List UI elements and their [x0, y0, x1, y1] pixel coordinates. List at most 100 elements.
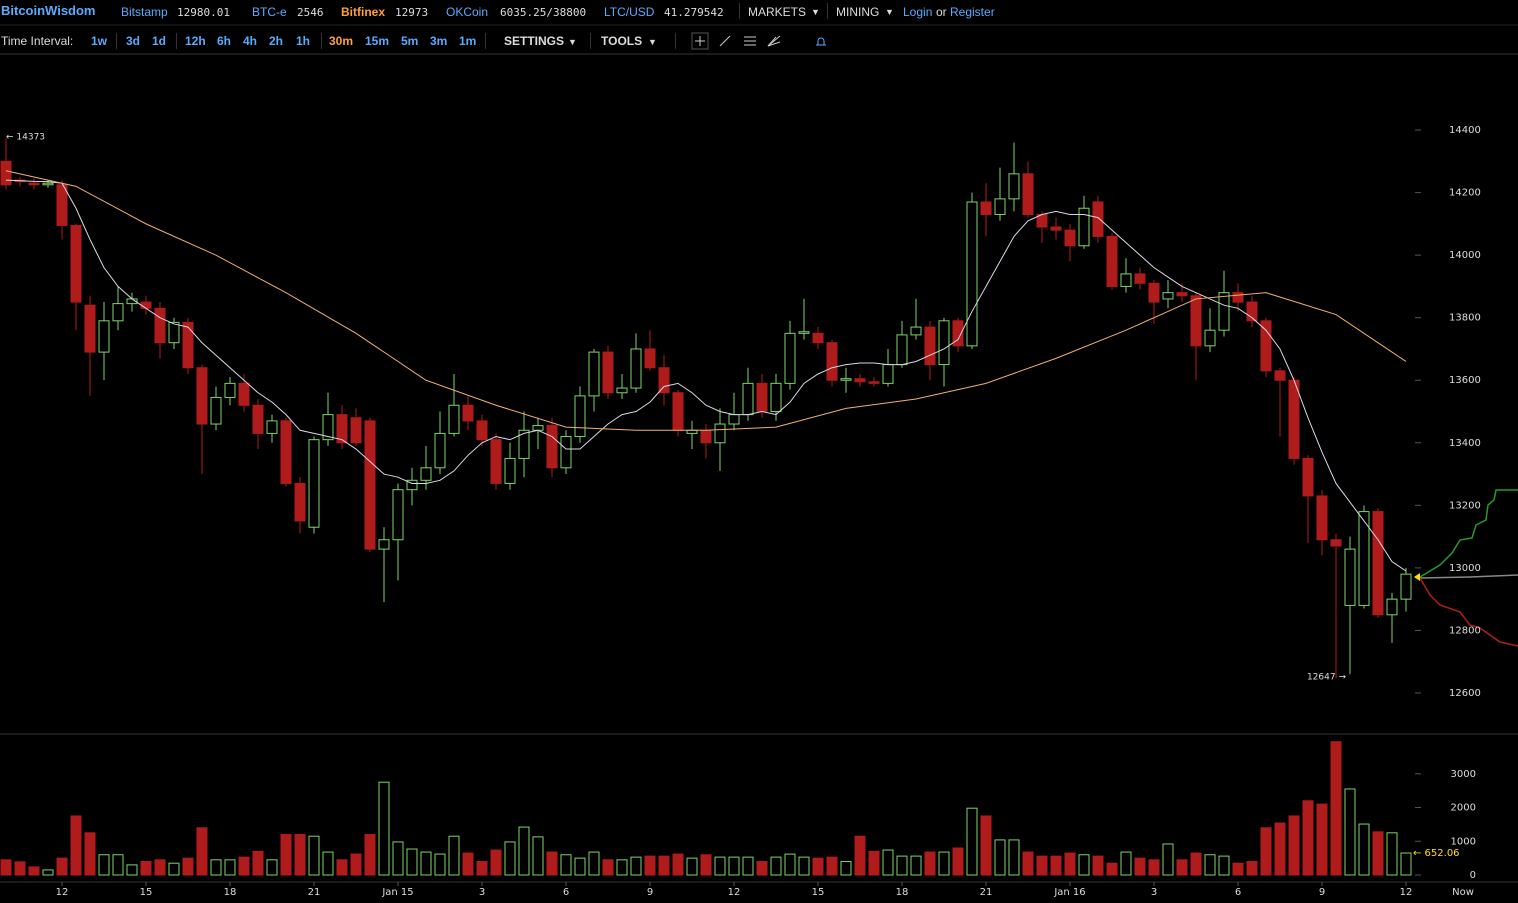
- interval-button[interactable]: 12h: [185, 34, 206, 48]
- candle-body: [210, 396, 222, 425]
- y-tick-label: 14200: [1449, 188, 1481, 199]
- volume-bar: [476, 861, 488, 876]
- ticker-name[interactable]: Bitfinex: [341, 5, 386, 19]
- volume-bar: [490, 849, 502, 876]
- candle-body: [1190, 295, 1202, 347]
- candle-body: [196, 367, 208, 425]
- interval-button[interactable]: 1m: [459, 34, 477, 48]
- menu[interactable]: TOOLS: [601, 34, 643, 48]
- y-tick-label: 14400: [1449, 125, 1481, 136]
- volume-bar: [1036, 855, 1048, 876]
- candle-body: [56, 184, 68, 226]
- interval-button[interactable]: 6h: [217, 34, 232, 48]
- volume-bar: [504, 841, 516, 876]
- ticker-name[interactable]: BTC-e: [252, 5, 287, 19]
- ticker-price: 12973: [395, 6, 429, 19]
- volume-bar: [966, 807, 978, 876]
- volume-bar: [728, 856, 740, 876]
- y-tick-label: 12800: [1449, 625, 1481, 636]
- interval-button[interactable]: 3m: [430, 34, 448, 48]
- candle-body: [686, 429, 698, 434]
- volume-bar: [1064, 852, 1076, 876]
- volume-bar: [826, 856, 838, 876]
- volume-bar: [1260, 827, 1272, 876]
- interval-button[interactable]: 2h: [269, 34, 284, 48]
- candle-body: [1204, 329, 1216, 347]
- candle-body: [644, 348, 656, 369]
- brand[interactable]: BitcoinWisdom: [1, 3, 96, 18]
- y-tick-label: 13200: [1449, 500, 1481, 511]
- menu[interactable]: MARKETS: [748, 5, 807, 19]
- candle-body: [952, 320, 964, 347]
- volume-bar: [560, 854, 572, 876]
- candle-body: [1232, 292, 1244, 303]
- volume-bar: [140, 861, 152, 876]
- caret: ▼: [568, 37, 577, 47]
- candle-body: [770, 382, 782, 413]
- interval-button[interactable]: 1d: [152, 34, 167, 48]
- login[interactable]: Login: [903, 5, 933, 19]
- candle-body: [518, 429, 530, 459]
- x-tick-label: 21: [308, 887, 321, 898]
- volume-bar: [434, 853, 446, 876]
- volume-bar: [28, 866, 40, 876]
- ticker-name[interactable]: Bitstamp: [121, 5, 168, 19]
- candle-body: [700, 429, 712, 444]
- volume-bar: [196, 827, 208, 876]
- volume-bar: [1050, 855, 1062, 876]
- x-tick-label: Jan 15: [381, 887, 413, 898]
- volume-bar: [784, 853, 796, 876]
- candle-body: [1288, 379, 1300, 459]
- volume-bar: [840, 861, 852, 876]
- volume-bar: [1134, 857, 1146, 876]
- ticker-name[interactable]: OKCoin: [446, 5, 489, 19]
- register[interactable]: Register: [950, 5, 995, 19]
- x-tick-label: 18: [224, 887, 237, 898]
- candle-body: [1330, 539, 1342, 547]
- menu[interactable]: MINING: [836, 5, 880, 19]
- candle-body: [1162, 292, 1174, 300]
- ticker-name[interactable]: LTC/USD: [604, 5, 655, 19]
- candle-body: [588, 351, 600, 397]
- interval-button[interactable]: 30m: [329, 34, 354, 48]
- interval-button[interactable]: 1w: [91, 34, 108, 48]
- ticker-price: 2546: [297, 6, 324, 19]
- interval-button[interactable]: 3d: [126, 34, 141, 48]
- candle-body: [140, 301, 152, 309]
- y-tick-label: 12600: [1449, 688, 1481, 699]
- x-tick-label: Jan 16: [1053, 887, 1085, 898]
- volume-bar: [70, 815, 82, 876]
- x-tick-label: 9: [1319, 887, 1325, 898]
- interval-button[interactable]: 4h: [243, 34, 258, 48]
- candle-body: [1134, 273, 1146, 284]
- volume-bar: [56, 857, 68, 876]
- volume-bar: [406, 848, 418, 876]
- volume-bar: [1358, 823, 1370, 876]
- volume-bar: [1288, 815, 1300, 876]
- volume-bar: [658, 855, 670, 876]
- volume-bar: [1190, 852, 1202, 876]
- volume-bar: [602, 859, 614, 876]
- candle-body: [98, 320, 110, 353]
- candle-body: [476, 420, 488, 441]
- volume-bar: [1274, 822, 1286, 876]
- volume-bar: [322, 851, 334, 876]
- volume-bar: [462, 852, 474, 876]
- volume-bar: [1386, 832, 1398, 876]
- volume-bar: [168, 862, 180, 876]
- volume-bar: [112, 854, 124, 876]
- interval-button[interactable]: 5m: [401, 34, 419, 48]
- menu[interactable]: SETTINGS: [504, 34, 565, 48]
- x-tick-label: 12: [1400, 887, 1413, 898]
- volume-bar: [1148, 859, 1160, 876]
- volume-bar: [448, 835, 460, 876]
- y-tick-label: 3000: [1451, 769, 1476, 780]
- candle-body: [784, 332, 796, 384]
- candle-body: [364, 420, 376, 550]
- interval-button[interactable]: 1h: [296, 34, 311, 48]
- candle-body: [154, 307, 166, 344]
- candle-body: [378, 539, 390, 550]
- x-tick-label: 6: [1235, 887, 1241, 898]
- interval-button[interactable]: 15m: [365, 34, 390, 48]
- x-tick-label: 21: [980, 887, 993, 898]
